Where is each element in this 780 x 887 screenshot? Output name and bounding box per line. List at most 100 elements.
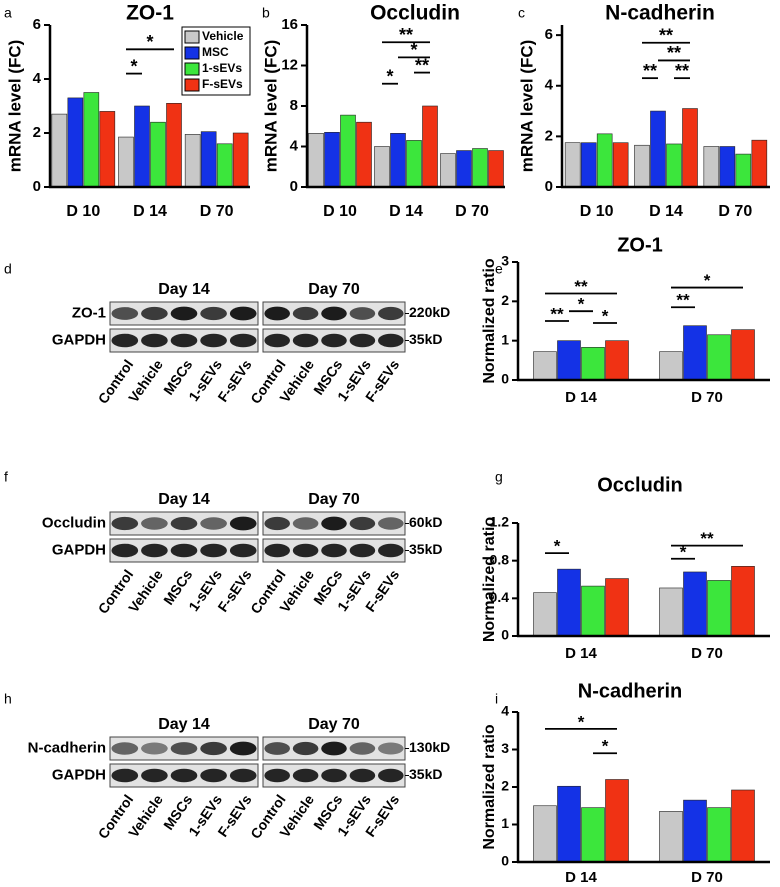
bar xyxy=(731,789,755,863)
y-tick-label: 12 xyxy=(281,56,298,73)
panel-letter: d xyxy=(4,261,12,277)
blot-band xyxy=(349,742,376,755)
bar xyxy=(707,334,731,381)
bar xyxy=(564,142,581,188)
blot-row-label: ZO-1 xyxy=(72,304,106,321)
blot-band xyxy=(264,306,290,321)
chart-title: ZO-1 xyxy=(126,2,174,25)
panel-letter: e xyxy=(495,261,503,277)
blot-band xyxy=(111,768,139,783)
panel-letter: c xyxy=(518,5,525,21)
blot-band xyxy=(200,741,227,756)
chart-title: Occludin xyxy=(597,474,683,496)
bar xyxy=(533,351,557,381)
bar xyxy=(390,133,406,188)
x-tick-label: D 70 xyxy=(455,203,489,220)
bar xyxy=(166,103,182,188)
legend-label: F-sEVs xyxy=(202,77,243,91)
blot-band xyxy=(292,517,319,530)
blot-band xyxy=(321,768,347,783)
bar xyxy=(707,807,731,863)
blot-band xyxy=(170,516,198,531)
bar xyxy=(83,92,100,188)
blot-band xyxy=(292,333,319,348)
blot-band xyxy=(264,516,290,531)
y-tick-label: 3 xyxy=(501,740,509,756)
bar xyxy=(707,580,731,637)
blot-band xyxy=(141,768,168,783)
blot-day-label: Day 70 xyxy=(308,491,360,508)
blot-size-label: 220kD xyxy=(409,304,450,320)
blot-band xyxy=(264,543,290,558)
blot-row-label: GAPDH xyxy=(52,766,106,783)
blot-band xyxy=(141,742,168,755)
bar xyxy=(731,566,755,637)
x-tick-label: D 70 xyxy=(718,203,752,220)
blot-size-label: 35kD xyxy=(409,766,442,782)
bar xyxy=(683,799,707,863)
blot-band xyxy=(321,741,347,756)
y-axis-label: Normalized ratio xyxy=(481,724,498,850)
blot-band xyxy=(321,306,347,321)
bar xyxy=(703,146,720,188)
bar xyxy=(456,150,472,188)
blot-band xyxy=(200,306,227,321)
blot-band xyxy=(200,768,227,783)
bar xyxy=(581,807,605,863)
bar xyxy=(200,131,217,188)
bar xyxy=(682,108,698,188)
bar xyxy=(374,146,390,188)
x-tick-label: D 70 xyxy=(691,645,723,662)
blot-band xyxy=(229,333,257,348)
bar xyxy=(596,133,613,188)
x-tick-label: D 14 xyxy=(565,869,597,886)
bar xyxy=(472,148,488,188)
y-tick-label: 6 xyxy=(545,26,553,43)
legend-label: MSC xyxy=(202,45,229,59)
panel-letter: g xyxy=(495,469,503,485)
blot-band xyxy=(229,768,257,783)
blot-band xyxy=(349,768,376,783)
blot-band xyxy=(141,543,168,558)
bar xyxy=(150,121,166,188)
significance-label: ** xyxy=(399,25,413,45)
significance-label: * xyxy=(602,737,609,756)
blot-band xyxy=(111,307,139,320)
significance-label: ** xyxy=(667,43,681,63)
y-tick-label: 2 xyxy=(545,127,553,144)
blot-band xyxy=(292,543,319,558)
blot-band xyxy=(200,333,227,348)
blot-band xyxy=(349,307,376,320)
bar xyxy=(751,139,768,188)
x-tick-label: D 10 xyxy=(66,203,100,220)
x-tick-label: D 70 xyxy=(200,203,234,220)
bar xyxy=(719,146,736,188)
y-tick-label: 0 xyxy=(33,178,41,195)
y-tick-label: 0.8 xyxy=(490,551,510,567)
x-tick-label: D 70 xyxy=(691,389,723,406)
blot-band xyxy=(229,516,257,531)
bar xyxy=(605,779,629,863)
y-tick-label: 3 xyxy=(501,253,509,269)
legend-label: 1-sEVs xyxy=(202,61,242,75)
y-tick-label: 0 xyxy=(501,853,509,869)
blot-band xyxy=(378,768,404,783)
panel-letter: h xyxy=(4,691,12,707)
blot-size-label: 35kD xyxy=(409,331,442,347)
x-tick-label: D 14 xyxy=(565,389,597,406)
bar xyxy=(605,340,629,381)
blot-band xyxy=(170,768,198,783)
blot-band xyxy=(111,742,139,755)
blot-band xyxy=(321,333,347,348)
significance-label: ** xyxy=(675,61,689,81)
bar xyxy=(533,805,557,863)
blot-band xyxy=(170,742,198,755)
blot-band xyxy=(378,517,404,530)
blot-band xyxy=(229,543,257,558)
y-tick-label: 0 xyxy=(501,627,509,643)
significance-label: * xyxy=(680,542,687,561)
blot-row-label: GAPDH xyxy=(52,541,106,558)
legend-swatch xyxy=(184,62,200,76)
y-axis-label: Normalized ratio xyxy=(481,517,498,643)
